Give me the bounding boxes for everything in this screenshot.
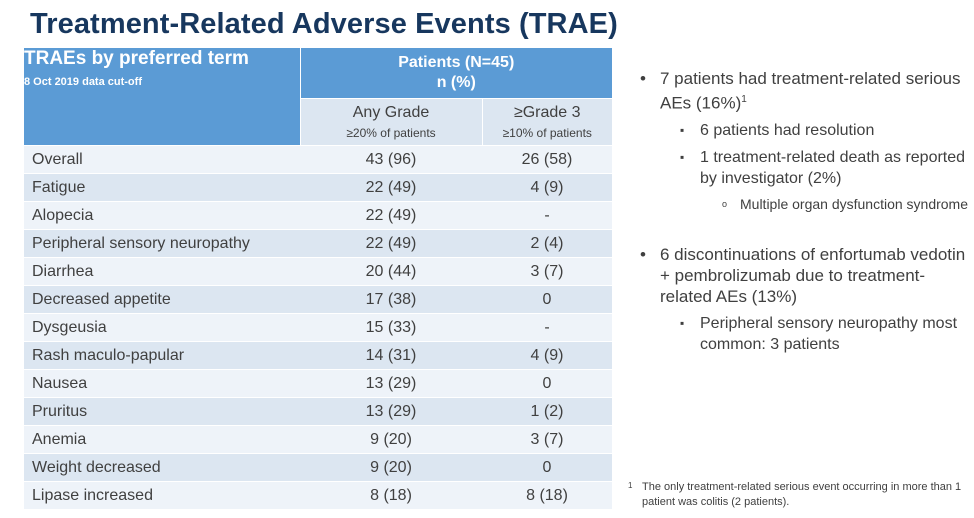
term-cell: Rash maculo-papular [24, 341, 300, 370]
table-row: Nausea 13 (29) 0 [24, 369, 613, 398]
term-cell: Fatigue [24, 173, 300, 202]
discontinuation-bullet: 6 discontinuations of enfortumab vedotin… [640, 244, 970, 307]
trae-table: TRAEs by preferred term 8 Oct 2019 data … [24, 48, 613, 509]
table-row: Decreased appetite 17 (38) 0 [24, 285, 613, 314]
any-grade-cell: 22 (49) [300, 229, 482, 258]
any-grade-cell: 17 (38) [300, 285, 482, 314]
grade3-cell: 3 (7) [482, 425, 613, 454]
table-row: Lipase increased 8 (18) 8 (18) [24, 481, 613, 509]
term-cell: Lipase increased [24, 481, 300, 509]
any-grade-cell: 43 (96) [300, 145, 482, 174]
any-grade-cell: 22 (49) [300, 173, 482, 202]
grade3-cell: 8 (18) [482, 481, 613, 509]
table-row: Peripheral sensory neuropathy 22 (49) 2 (4… [24, 229, 613, 258]
term-cell: Alopecia [24, 201, 300, 230]
term-cell: Weight decreased [24, 453, 300, 482]
any-grade-cell: 22 (49) [300, 201, 482, 230]
grade3-cell: 0 [482, 369, 613, 398]
resolution-bullet: 6 patients had resolution [640, 120, 970, 141]
term-cell: Peripheral sensory neuropathy [24, 229, 300, 258]
death-cause-bullet: Multiple organ dysfunction syndrome [640, 195, 970, 214]
any-grade-cell: 9 (20) [300, 453, 482, 482]
term-cell: Overall [24, 145, 300, 174]
table-row: Diarrhea 20 (44) 3 (7) [24, 257, 613, 286]
grade3-cell: 26 (58) [482, 145, 613, 174]
table-row: Overall 43 (96) 26 (58) [24, 145, 613, 174]
term-cell: Anemia [24, 425, 300, 454]
any-grade-cell: 13 (29) [300, 369, 482, 398]
grade3-cell: 1 (2) [482, 397, 613, 426]
any-grade-cell: 9 (20) [300, 425, 482, 454]
any-grade-cell: 14 (31) [300, 341, 482, 370]
footnote-text: The only treatment-related serious event… [642, 481, 962, 508]
grade3-cell: 4 (9) [482, 341, 613, 370]
patients-unit-label: n (%) [436, 74, 476, 91]
footnote-marker: 1 [628, 481, 633, 490]
summary-panel: 7 patients had treatment-related serious… [640, 68, 970, 361]
any-grade-cell: 20 (44) [300, 257, 482, 286]
any-grade-header: Any Grade ≥20% of patients [299, 98, 482, 146]
death-bullet: 1 treatment-related death as reported by… [640, 147, 970, 189]
neuropathy-bullet: Peripheral sensory neuropathy most commo… [640, 313, 970, 355]
footnote-ref: 1 [741, 94, 747, 105]
term-cell: Pruritus [24, 397, 300, 426]
table-row: Alopecia 22 (49) - [24, 201, 613, 230]
grade3-label: ≥Grade 3 [513, 104, 581, 121]
any-grade-threshold: ≥20% of patients [346, 126, 436, 140]
footnote: 1 The only treatment-related serious eve… [628, 480, 968, 510]
patients-count-label: Patients (N=45) [398, 54, 515, 71]
table-row: Fatigue 22 (49) 4 (9) [24, 173, 613, 202]
slide-title: Treatment-Related Adverse Events (TRAE) [30, 8, 618, 40]
grade3-header: ≥Grade 3 ≥10% of patients [481, 98, 613, 146]
any-grade-cell: 8 (18) [300, 481, 482, 509]
grade3-cell: - [482, 313, 613, 342]
table-row: Anemia 9 (20) 3 (7) [24, 425, 613, 454]
trae-table-body: Overall 43 (96) 26 (58) Fatigue 22 (49) 4 (9)… [24, 145, 613, 509]
grade3-cell: 2 (4) [482, 229, 613, 258]
corner-header: TRAEs by preferred term 8 Oct 2019 data … [24, 48, 300, 146]
grade3-cell: 0 [482, 453, 613, 482]
grade3-cell: 3 (7) [482, 257, 613, 286]
grade3-cell: 0 [482, 285, 613, 314]
data-cutoff-label: 8 Oct 2019 data cut-off [24, 76, 142, 88]
serious-ae-bullet: 7 patients had treatment-related serious… [640, 68, 970, 114]
any-grade-label: Any Grade [352, 104, 430, 121]
table-row: Weight decreased 9 (20) 0 [24, 453, 613, 482]
term-cell: Nausea [24, 369, 300, 398]
term-cell: Diarrhea [24, 257, 300, 286]
grade3-cell: 4 (9) [482, 173, 613, 202]
any-grade-cell: 13 (29) [300, 397, 482, 426]
term-cell: Decreased appetite [24, 285, 300, 314]
grade3-cell: - [482, 201, 613, 230]
patients-header: Patients (N=45) n (%) [299, 48, 613, 99]
table-row: Pruritus 13 (29) 1 (2) [24, 397, 613, 426]
term-cell: Dysgeusia [24, 313, 300, 342]
any-grade-cell: 15 (33) [300, 313, 482, 342]
grade3-threshold: ≥10% of patients [502, 126, 592, 140]
table-row: Rash maculo-papular 14 (31) 4 (9) [24, 341, 613, 370]
table-row: Dysgeusia 15 (33) - [24, 313, 613, 342]
corner-title: TRAEs by preferred term [24, 48, 249, 69]
